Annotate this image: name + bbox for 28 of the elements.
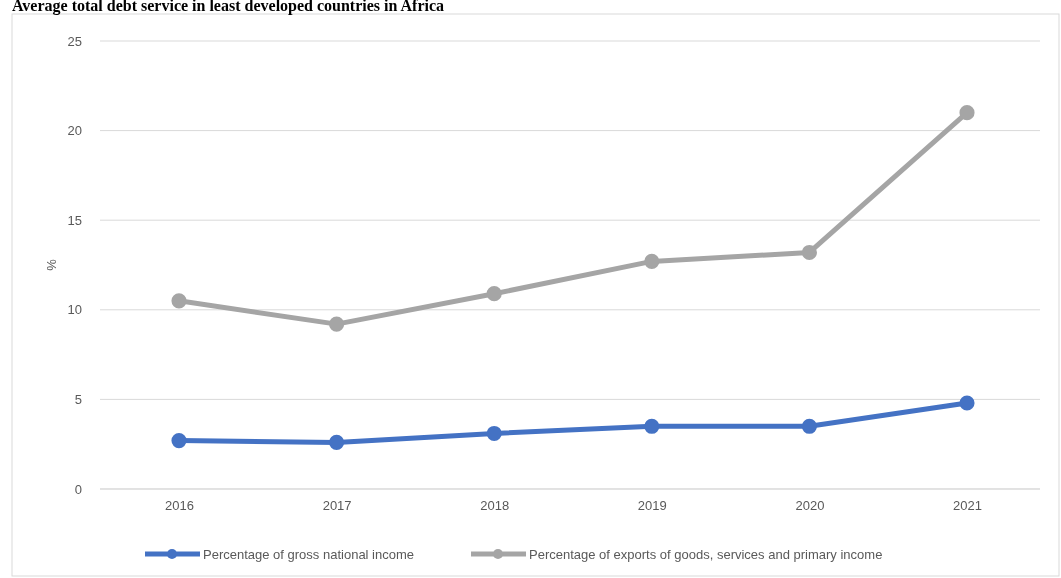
y-tick-label: 25 xyxy=(67,33,82,49)
point xyxy=(486,425,502,441)
y-tick-label: 10 xyxy=(67,302,82,318)
x-tick-label: 2017 xyxy=(322,498,352,514)
y-tick-label: 0 xyxy=(74,481,82,497)
point xyxy=(486,286,502,302)
point xyxy=(801,244,817,261)
x-tick-label: 2019 xyxy=(637,498,667,514)
x-tick-label: 2016 xyxy=(165,498,194,514)
point xyxy=(171,293,187,309)
legend-label: Percentage of gross national income xyxy=(203,547,415,562)
y-tick-label: 15 xyxy=(67,212,82,228)
y-axis-title: % xyxy=(44,258,59,271)
point xyxy=(329,316,345,332)
point xyxy=(644,253,660,269)
legend-label: Percentage of exports of goods, services and primary income xyxy=(529,547,883,562)
point xyxy=(959,105,975,121)
x-tick-label: 2018 xyxy=(480,498,510,514)
point xyxy=(801,418,817,434)
point xyxy=(329,434,345,450)
point xyxy=(171,433,187,449)
chart-title: Average total debt service in least developed countries in Africa xyxy=(12,0,445,15)
point xyxy=(959,395,975,411)
y-tick-label: 20 xyxy=(67,123,82,139)
point xyxy=(644,418,660,434)
y-tick-label: 5 xyxy=(74,392,82,408)
x-tick-label: 2020 xyxy=(795,498,825,514)
x-tick-label: 2021 xyxy=(953,498,982,514)
